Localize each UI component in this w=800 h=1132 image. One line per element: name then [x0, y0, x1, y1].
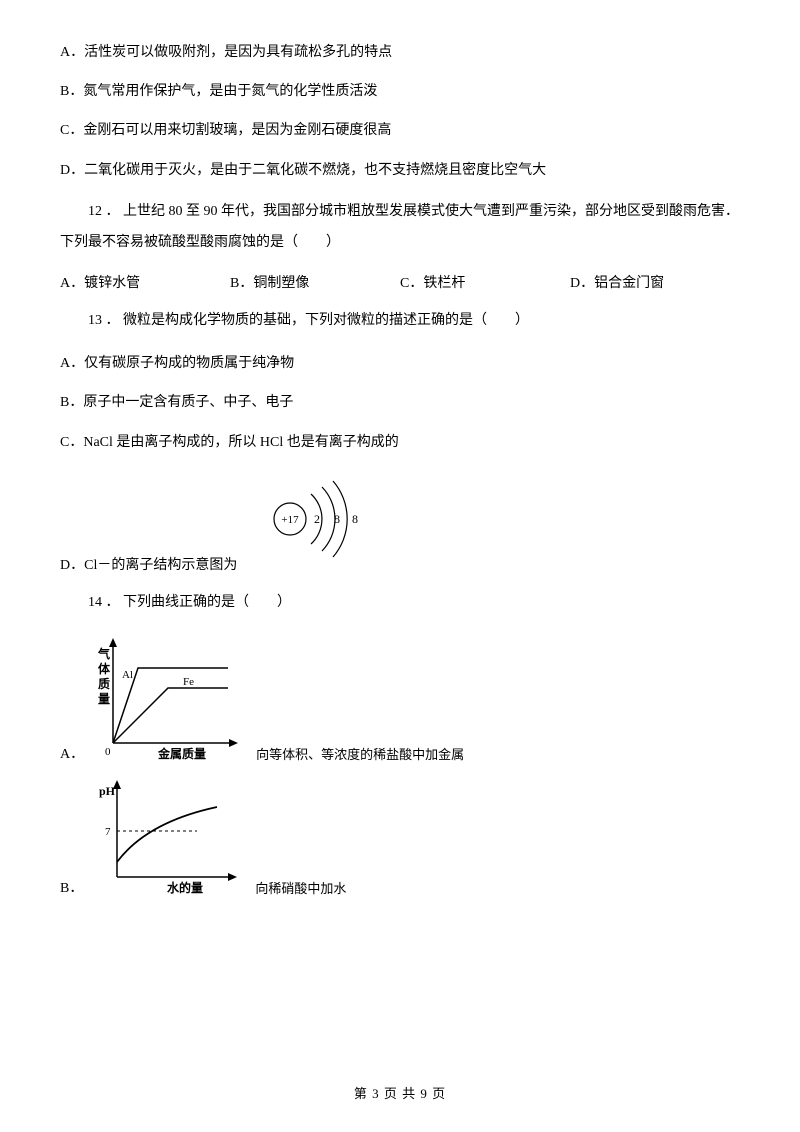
chart-a-ylabel-4: 量 — [98, 692, 110, 706]
q11-option-c: C．金刚石可以用来切割玻璃，是因为金刚石硬度很高 — [60, 118, 740, 143]
chart-a-ylabel-1: 气 — [97, 646, 110, 661]
chart-a-origin: 0 — [105, 746, 111, 758]
ion-core-text: +17 — [282, 514, 300, 526]
q13-option-c: C．NaCl 是由离子构成的，所以 HCl 也是有离子构成的 — [60, 430, 740, 455]
q14-option-b-row: B． pH 7 水的量 向稀硝酸中加水 — [60, 777, 740, 897]
chart-b-xlabel: 水的量 — [167, 880, 203, 895]
ion-shell-1: 2 — [314, 512, 320, 526]
chart-a-ylabel-3: 质 — [98, 676, 110, 691]
q11-option-d: D．二氧化碳用于灭火，是由于二氧化碳不燃烧，也不支持燃烧且密度比空气大 — [60, 158, 740, 183]
chart-a-xlabel: 金属质量 — [157, 746, 206, 761]
q14-chart-b: pH 7 水的量 — [87, 777, 247, 897]
ion-shell-2: 8 — [334, 512, 340, 526]
ion-structure-diagram: +17 2 8 8 — [255, 469, 395, 574]
chart-a-series-al: Al — [122, 669, 133, 681]
q13-option-d-row: D．Cl－的离子结构示意图为 +17 2 8 8 — [60, 469, 740, 574]
q14-chart-a: 气 体 质 量 0 金属质量 Al Fe — [88, 633, 248, 763]
chart-a-ylabel-2: 体 — [98, 661, 111, 676]
q13-intro: 13 ． 微粒是构成化学物质的基础，下列对微粒的描述正确的是（ ） — [60, 306, 740, 337]
q14-b-label: B． — [60, 877, 83, 897]
q14-a-caption: 向等体积、等浓度的稀盐酸中加金属 — [256, 744, 464, 763]
q12-option-c: C．铁栏杆 — [400, 272, 570, 292]
q14-option-a-row: A． 气 体 质 量 0 金属质量 Al Fe 向等体积、等浓度的稀盐酸中加金属 — [60, 633, 740, 763]
q12-intro: 12 ． 上世纪 80 至 90 年代，我国部分城市粗放型发展模式使大气遭到严重… — [60, 197, 740, 259]
chart-b-ylabel: pH — [99, 784, 116, 798]
q11-option-a: A．活性炭可以做吸附剂，是因为具有疏松多孔的特点 — [60, 40, 740, 65]
q12-option-d: D．铝合金门窗 — [570, 272, 740, 292]
q11-option-b: B．氮气常用作保护气，是由于氮气的化学性质活泼 — [60, 79, 740, 104]
chart-a-series-fe: Fe — [183, 676, 194, 688]
q14-b-caption: 向稀硝酸中加水 — [255, 878, 346, 897]
q13-option-a: A．仅有碳原子构成的物质属于纯净物 — [60, 351, 740, 376]
q13-option-d-label: D．Cl－的离子结构示意图为 — [60, 554, 237, 574]
q12-options: A．镀锌水管 B．铜制塑像 C．铁栏杆 D．铝合金门窗 — [60, 272, 740, 292]
q14-intro: 14 ． 下列曲线正确的是（ ） — [60, 588, 740, 619]
page-footer: 第 3 页 共 9 页 — [0, 1083, 800, 1102]
q12-option-b: B．铜制塑像 — [230, 272, 400, 292]
q12-option-a: A．镀锌水管 — [60, 272, 230, 292]
chart-b-tick-7: 7 — [105, 826, 111, 838]
ion-shell-3: 8 — [352, 512, 358, 526]
q14-a-label: A． — [60, 743, 84, 763]
q13-option-b: B．原子中一定含有质子、中子、电子 — [60, 390, 740, 415]
